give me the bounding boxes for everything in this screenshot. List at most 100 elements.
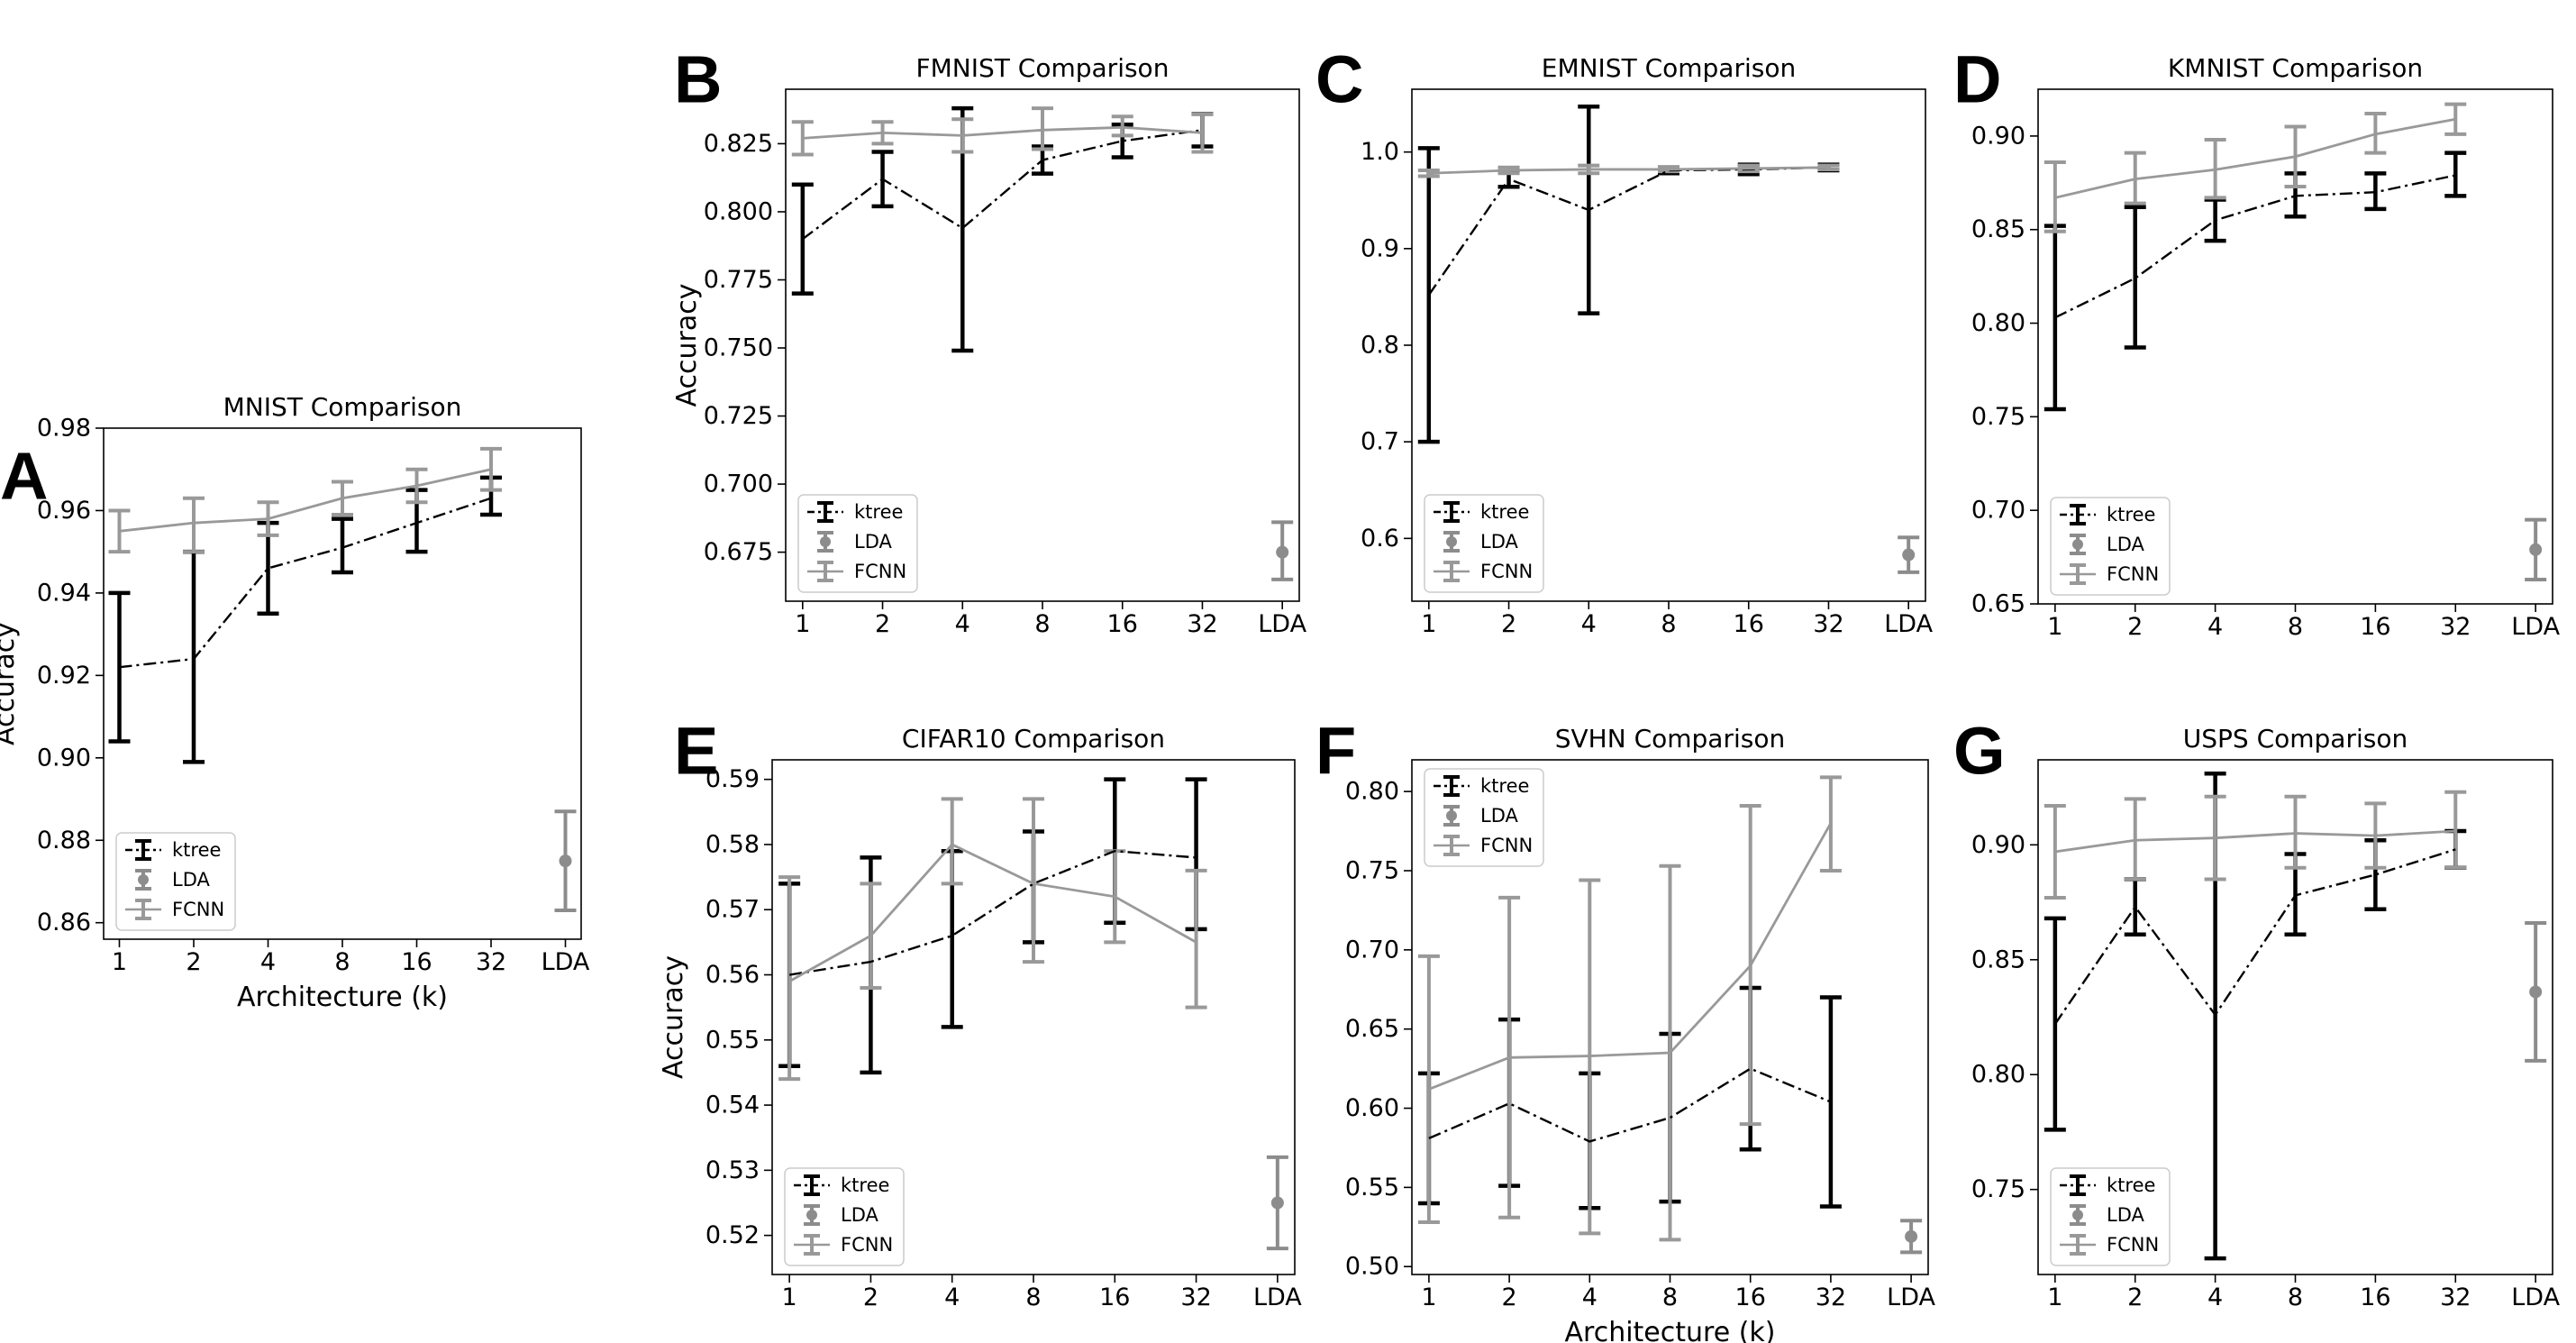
x-tick-label: 16 xyxy=(1107,610,1138,638)
panel-letter: A xyxy=(0,439,48,514)
y-tick-label: 0.80 xyxy=(1345,778,1399,806)
x-tick-label: 4 xyxy=(260,948,276,976)
legend: ktree LDA FCNN xyxy=(1424,768,1544,867)
y-tick-label: 0.725 xyxy=(704,402,773,430)
y-tick-label: 0.90 xyxy=(1971,122,2025,150)
chart-title: SVHN Comparison xyxy=(1555,724,1785,754)
x-tick-label: 32 xyxy=(1187,610,1217,638)
x-tick-label: 8 xyxy=(1661,610,1676,638)
x-tick-label: 2 xyxy=(2127,613,2143,641)
panel-f: F SVHN Comparison 0.50 0.55 0.60 0.65 0.70 0.75… xyxy=(1315,714,1936,1343)
y-tick-label: 0.775 xyxy=(704,266,773,294)
y-tick-label: 0.54 xyxy=(705,1092,760,1119)
legend: ktree LDA FCNN xyxy=(1424,494,1544,593)
chart-title: CIFAR10 Comparison xyxy=(902,724,1165,754)
y-tick-label: 0.675 xyxy=(704,538,773,566)
x-tick-label: 8 xyxy=(1034,610,1050,638)
legend-label: ktree xyxy=(172,839,221,861)
y-tick-label: 0.52 xyxy=(705,1221,760,1249)
panel-letter: D xyxy=(1953,42,2001,117)
legend-label: ktree xyxy=(854,501,903,523)
legend-lda-point xyxy=(2072,1210,2083,1220)
legend-label: ktree xyxy=(1480,775,1529,797)
x-axis-label: Architecture (k) xyxy=(1565,1317,1776,1343)
y-tick-label: 0.53 xyxy=(705,1156,760,1184)
legend: ktree LDA FCNN xyxy=(2050,497,2171,596)
y-tick-label: 0.80 xyxy=(1971,309,2025,337)
ktree-line xyxy=(802,129,1203,241)
legend-lda-point xyxy=(138,874,149,885)
legend-lda-point xyxy=(1446,536,1457,547)
y-tick-label: 0.65 xyxy=(1971,590,2025,618)
x-tick-label: LDA xyxy=(2511,613,2560,641)
y-tick-label: 0.9 xyxy=(1361,234,1399,262)
y-tick-label: 1.0 xyxy=(1361,138,1399,166)
x-tick-label: 2 xyxy=(863,1284,878,1311)
y-tick-label: 0.800 xyxy=(704,197,773,225)
legend-lda-point xyxy=(820,536,831,547)
ktree-line xyxy=(2053,848,2456,1025)
y-tick-label: 0.94 xyxy=(37,579,91,607)
x-tick-label: 1 xyxy=(1421,1284,1436,1311)
x-tick-label: 4 xyxy=(2207,1284,2223,1311)
y-tick-label: 0.70 xyxy=(1971,497,2025,525)
x-tick-label: 8 xyxy=(2288,613,2303,641)
x-tick-label: LDA xyxy=(1887,1284,1935,1311)
legend-label: ktree xyxy=(2107,504,2155,525)
x-tick-label: 8 xyxy=(1662,1284,1678,1311)
x-tick-label: 2 xyxy=(2127,1284,2143,1311)
fcnn-line xyxy=(2054,829,2456,854)
ktree-line xyxy=(1428,1067,1832,1143)
lda-point xyxy=(1905,1229,1918,1243)
panel-letter: G xyxy=(1953,714,2006,789)
legend-label: LDA xyxy=(841,1204,879,1226)
x-tick-label: 1 xyxy=(795,610,810,638)
lda-point xyxy=(1902,548,1916,562)
x-tick-label: 1 xyxy=(112,948,127,976)
y-tick-label: 0.58 xyxy=(705,830,760,858)
legend-label: FCNN xyxy=(1480,835,1533,856)
y-tick-label: 0.825 xyxy=(704,130,773,158)
ktree-line xyxy=(119,497,492,669)
chart-title: MNIST Comparison xyxy=(223,392,462,422)
x-tick-label: LDA xyxy=(1884,610,1933,638)
panel-letter: F xyxy=(1315,714,1356,789)
y-tick-label: 0.57 xyxy=(705,896,760,924)
x-tick-label: 16 xyxy=(1099,1284,1130,1311)
y-tick-label: 0.6 xyxy=(1361,525,1399,553)
legend: ktree LDA FCNN xyxy=(115,832,236,931)
legend: ktree LDA FCNN xyxy=(2050,1167,2171,1266)
panel-g: G USPS Comparison 0.75 0.80 0.85 0.90 1 2 4 8 16 32… xyxy=(1953,714,2561,1311)
x-tick-label: 32 xyxy=(1180,1284,1211,1311)
legend-lda-point xyxy=(2072,539,2083,550)
chart-title: USPS Comparison xyxy=(2183,724,2408,754)
x-tick-label: 2 xyxy=(186,948,201,976)
y-axis-label: Accuracy xyxy=(671,284,703,407)
legend-label: FCNN xyxy=(854,561,906,582)
legend: ktree LDA FCNN xyxy=(797,494,918,593)
y-tick-label: 0.85 xyxy=(1971,215,2025,243)
chart-title: EMNIST Comparison xyxy=(1542,53,1796,83)
x-tick-label: 8 xyxy=(2288,1284,2303,1311)
x-tick-label: 32 xyxy=(476,948,506,976)
panel-a: A MNIST Comparison 0.86 0.88 0.90 0.92 0.94 0.9… xyxy=(0,392,590,1013)
y-axis-label: Accuracy xyxy=(658,955,689,1079)
x-tick-label: 16 xyxy=(401,948,432,976)
y-tick-label: 0.75 xyxy=(1345,856,1399,884)
x-tick-label: 4 xyxy=(1581,610,1597,638)
y-tick-label: 0.90 xyxy=(37,744,91,772)
legend-label: ktree xyxy=(2107,1174,2155,1196)
x-tick-label: 32 xyxy=(2440,613,2471,641)
lda-point xyxy=(2529,543,2543,556)
ktree-line xyxy=(788,849,1197,976)
panel-d: D KMNIST Comparison 0.65 0.70 0.75 0.80 0.85 0.… xyxy=(1953,42,2561,641)
y-axis-label: Accuracy xyxy=(0,622,21,745)
legend-label: ktree xyxy=(1480,501,1529,523)
legend-label: ktree xyxy=(841,1174,889,1196)
x-tick-label: 8 xyxy=(1025,1284,1041,1311)
chart-title: KMNIST Comparison xyxy=(2168,53,2423,83)
y-tick-label: 0.92 xyxy=(37,662,91,690)
y-tick-label: 0.8 xyxy=(1361,332,1399,360)
y-tick-label: 0.96 xyxy=(37,497,91,525)
legend-label: FCNN xyxy=(841,1234,893,1256)
